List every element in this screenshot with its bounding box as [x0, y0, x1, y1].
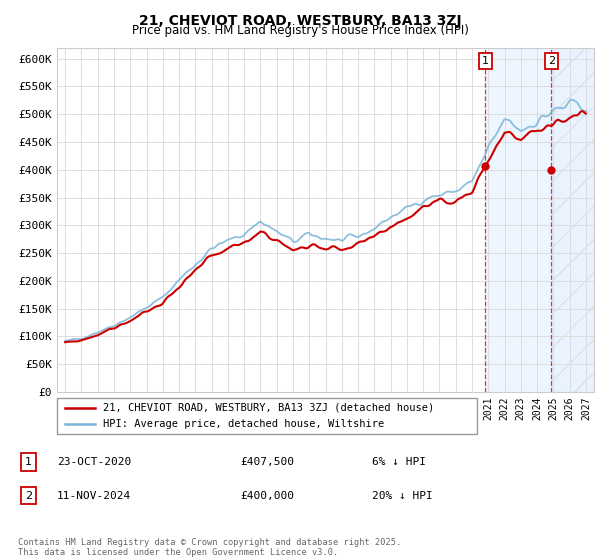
Text: 23-OCT-2020: 23-OCT-2020	[57, 457, 131, 467]
FancyBboxPatch shape	[57, 398, 477, 434]
Bar	[551, 48, 594, 392]
Bar	[551, 48, 594, 392]
Text: 21, CHEVIOT ROAD, WESTBURY, BA13 3ZJ (detached house): 21, CHEVIOT ROAD, WESTBURY, BA13 3ZJ (de…	[103, 403, 434, 413]
Text: 20% ↓ HPI: 20% ↓ HPI	[372, 491, 433, 501]
Text: £407,500: £407,500	[240, 457, 294, 467]
Text: 2: 2	[548, 56, 555, 66]
Text: 1: 1	[25, 457, 32, 467]
Text: Contains HM Land Registry data © Crown copyright and database right 2025.
This d: Contains HM Land Registry data © Crown c…	[18, 538, 401, 557]
Text: 6% ↓ HPI: 6% ↓ HPI	[372, 457, 426, 467]
Text: 21, CHEVIOT ROAD, WESTBURY, BA13 3ZJ: 21, CHEVIOT ROAD, WESTBURY, BA13 3ZJ	[139, 14, 461, 28]
Text: Price paid vs. HM Land Registry's House Price Index (HPI): Price paid vs. HM Land Registry's House …	[131, 24, 469, 37]
Text: HPI: Average price, detached house, Wiltshire: HPI: Average price, detached house, Wilt…	[103, 419, 385, 429]
Bar	[485, 48, 594, 392]
Text: £400,000: £400,000	[240, 491, 294, 501]
Text: 1: 1	[482, 56, 489, 66]
Text: 11-NOV-2024: 11-NOV-2024	[57, 491, 131, 501]
Text: 2: 2	[25, 491, 32, 501]
